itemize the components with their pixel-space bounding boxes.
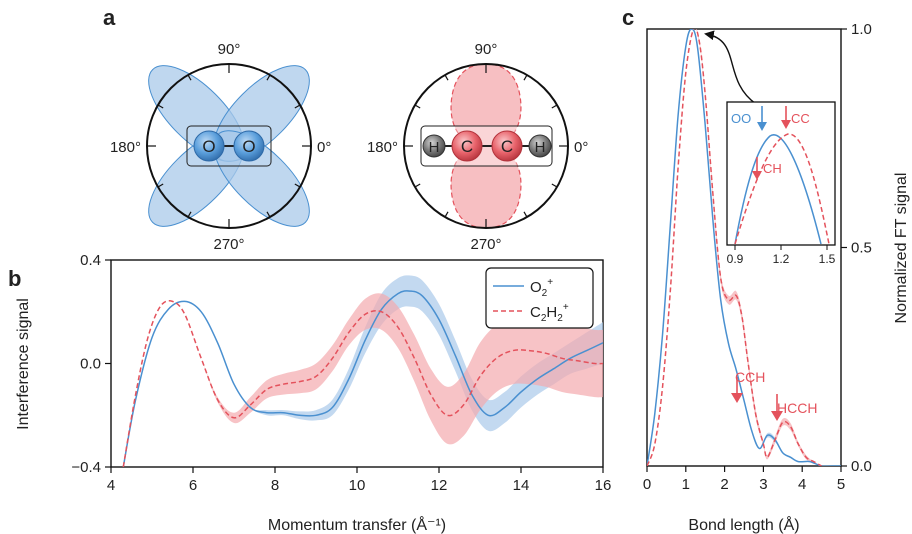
annotation-hcch: HCCH [771, 394, 817, 421]
polar-tick [551, 183, 558, 188]
panel-c-chart: 0 1 2 3 4 5 0.0 0.5 1.0 Bond length (Å) Normaliz… [643, 21, 910, 534]
polar-tick [444, 74, 449, 81]
inset-label-ch: CH [763, 161, 782, 176]
atom-label-c1: C [461, 137, 473, 156]
x-tick-label: 6 [189, 477, 197, 494]
inset-tick-label: 0.9 [727, 252, 744, 266]
panel-letter-b: b [8, 266, 21, 291]
inset-curve-c2h2 [734, 133, 830, 245]
polar-tick [444, 211, 449, 218]
y-tick-label: 0.0 [80, 356, 101, 373]
oxygen-atom-2 [233, 130, 265, 162]
atom-label-o2: O [242, 137, 255, 156]
inset-tick-label: 1.5 [819, 252, 836, 266]
legend-label-o2: O2+ [530, 277, 553, 299]
hydrogen-atom-2 [528, 134, 552, 158]
x-tick-label: 8 [271, 477, 279, 494]
inset-zoom: OO CC CH 0.9 1.2 1.5 [726, 101, 836, 266]
y-tick-label: 0.4 [80, 252, 101, 269]
atom-label-h2: H [535, 139, 546, 156]
polar-tick [414, 104, 421, 109]
polar-tick [551, 104, 558, 109]
panel-b-chart: 4 6 8 10 12 14 16 −0.4 0.0 0.4 Momentum transfer … [15, 252, 611, 534]
panel-letter-a: a [103, 5, 116, 30]
x-tick-label: 3 [759, 476, 767, 493]
inset-frame [726, 101, 836, 246]
angle-label-90: 90° [475, 41, 498, 58]
x-tick-label: 1 [682, 476, 690, 493]
polar-plot-o2: O O 90° 180° 0° 270° [110, 41, 331, 253]
polar-tick [157, 104, 164, 109]
polar-tick [187, 74, 192, 81]
carbon-atom-1 [451, 130, 483, 162]
inset-label-oo: OO [731, 111, 751, 126]
atom-label-h1: H [429, 139, 440, 156]
polar-tick [157, 183, 164, 188]
uncertainty-band-o2 [123, 275, 603, 467]
hydrogen-atom-1 [422, 134, 446, 158]
angle-label-0: 0° [317, 139, 331, 156]
angle-label-180: 180° [367, 139, 398, 156]
y-axis-title: Interference signal [15, 298, 32, 430]
angle-label-270: 270° [213, 236, 244, 253]
y-tick-label: −0.4 [71, 459, 101, 476]
angle-label-90: 90° [218, 41, 241, 58]
uncertainty-band-c2h2 [123, 293, 603, 467]
molecule-box [186, 125, 272, 167]
polar-tick [266, 74, 271, 81]
y-axis-title: Normalized FT signal [893, 173, 910, 324]
annotation-cch: CCH [731, 369, 765, 403]
inset-curve-o2 [734, 134, 822, 245]
y-tick-label: 0.0 [851, 458, 872, 475]
angle-label-0: 0° [574, 139, 588, 156]
y-tick-label: 1.0 [851, 21, 872, 38]
x-tick-label: 10 [349, 477, 366, 494]
legend-label-c2h2: C2H2+ [530, 302, 569, 324]
label-cch: CCH [735, 369, 765, 385]
polar-tick [523, 211, 528, 218]
x-tick-label: 16 [595, 477, 612, 494]
legend-box [485, 267, 594, 329]
carbon-atom-2 [491, 130, 523, 162]
x-tick-label: 14 [513, 477, 530, 494]
panel-letter-c: c [622, 5, 634, 30]
x-axis-title: Bond length (Å) [688, 515, 799, 534]
legend: O2+ C2H2+ [485, 267, 594, 329]
x-tick-label: 12 [431, 477, 448, 494]
inset-tick-label: 1.2 [773, 252, 790, 266]
polar-plot-c2h2: H C C H 90° 180° 0° 270° [367, 41, 588, 253]
x-tick-label: 5 [837, 476, 845, 493]
x-tick-label: 2 [720, 476, 728, 493]
inset-label-cc: CC [791, 111, 810, 126]
series-line-o2 [122, 290, 603, 467]
atom-label-o1: O [202, 137, 215, 156]
polar-tick [266, 211, 271, 218]
angle-label-180: 180° [110, 139, 141, 156]
oxygen-atom-1 [193, 130, 225, 162]
series-line-o2 [647, 29, 841, 466]
x-axis-title: Momentum transfer (Å⁻¹) [268, 515, 446, 534]
y-tick-label: 0.5 [851, 240, 872, 257]
atom-label-c2: C [501, 137, 513, 156]
angle-label-270: 270° [470, 236, 501, 253]
polar-tick [523, 74, 528, 81]
polar-tick [294, 183, 301, 188]
polar-tick [294, 104, 301, 109]
series-line-c2h2 [647, 29, 822, 466]
polar-tick [187, 211, 192, 218]
label-hcch: HCCH [777, 400, 817, 416]
x-tick-label: 0 [643, 476, 651, 493]
zoom-arrow [704, 30, 757, 105]
series-line-c2h2 [122, 300, 603, 467]
x-tick-label: 4 [107, 477, 115, 494]
polar-tick [414, 183, 421, 188]
x-tick-label: 4 [798, 476, 806, 493]
